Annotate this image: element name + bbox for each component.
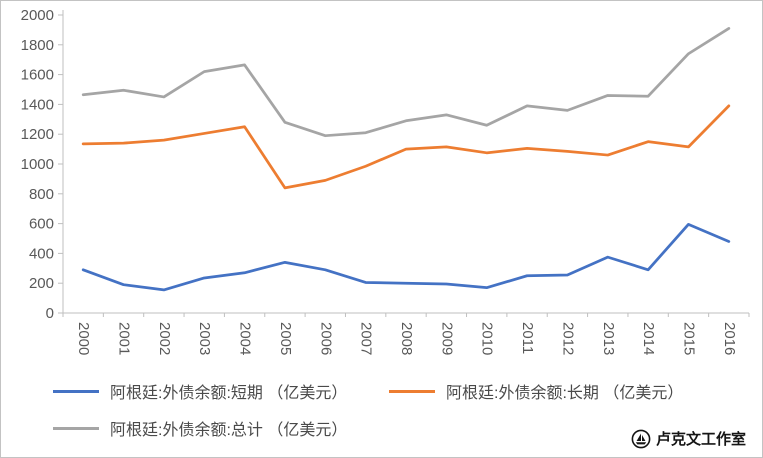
watermark-text: 卢克文工作室 xyxy=(655,431,746,448)
x-tick-label: 2005 xyxy=(277,322,294,355)
y-tick-label: 1000 xyxy=(21,156,54,173)
x-tick-label: 2015 xyxy=(680,322,697,355)
x-tick-label: 2009 xyxy=(438,322,455,355)
legend-item: 阿根廷:外债余额:长期 （亿美元） xyxy=(389,379,725,403)
x-tick-label: 2008 xyxy=(398,322,415,355)
legend-item: 阿根廷:外债余额:总计 （亿美元） xyxy=(53,416,389,440)
legend-item: 阿根廷:外债余额:短期 （亿美元） xyxy=(53,379,389,403)
chart-legend: 阿根廷:外债余额:短期 （亿美元） 阿根廷:外债余额:长期 （亿美元） 阿根廷:外债… xyxy=(53,379,743,453)
y-tick-label: 800 xyxy=(29,186,54,203)
watermark: 卢克文工作室 xyxy=(631,428,746,449)
x-tick-label: 2004 xyxy=(237,322,254,355)
x-tick-label: 2003 xyxy=(196,322,213,355)
legend-label: 阿根廷:外债余额:短期 （亿美元） xyxy=(110,385,348,402)
legend-label: 阿根廷:外债余额:总计 （亿美元） xyxy=(110,422,348,439)
x-tick-label: 2011 xyxy=(519,322,536,354)
x-tick-label: 2007 xyxy=(358,322,375,355)
series-line xyxy=(81,27,731,138)
legend-line-marker xyxy=(53,389,99,393)
x-tick-label: 2001 xyxy=(116,322,133,355)
y-tick-label: 1400 xyxy=(21,96,54,113)
y-tick-label: 0 xyxy=(46,305,54,322)
x-tick-label: 2013 xyxy=(600,322,617,355)
series-line xyxy=(81,222,731,292)
studio-logo-icon xyxy=(631,429,651,448)
series-line xyxy=(81,104,731,190)
y-tick-label: 1200 xyxy=(21,126,54,143)
x-tick-label: 2006 xyxy=(317,322,334,355)
x-tick-label: 2016 xyxy=(721,322,738,355)
y-tick-label: 400 xyxy=(29,245,54,262)
y-tick-label: 1600 xyxy=(21,67,54,84)
x-tick-label: 2000 xyxy=(75,322,92,355)
y-tick-label: 600 xyxy=(29,216,54,233)
legend-label: 阿根廷:外债余额:长期 （亿美元） xyxy=(446,385,684,402)
x-tick-label: 2010 xyxy=(479,322,496,355)
y-tick-label: 1800 xyxy=(21,37,54,54)
legend-line-marker xyxy=(389,389,435,393)
legend-line-marker xyxy=(53,426,99,430)
x-tick-label: 2014 xyxy=(640,322,657,355)
line-chart: 0 200 400 600 800 1000 1200 1400 1600 1800 2000 200… xyxy=(21,7,750,355)
x-tick-label: 2012 xyxy=(559,322,576,355)
x-tick-label: 2002 xyxy=(156,322,173,355)
y-tick-label: 200 xyxy=(29,275,54,292)
y-tick-label: 2000 xyxy=(21,7,54,24)
